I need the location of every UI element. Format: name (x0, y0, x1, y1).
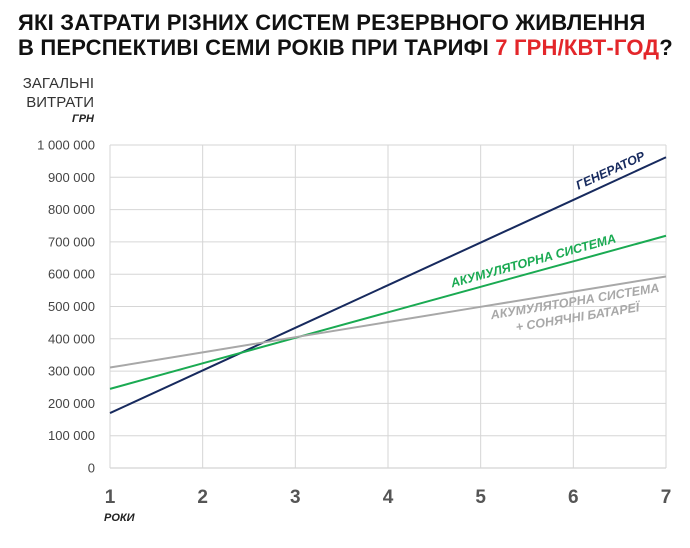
x-tick-label: 6 (568, 487, 579, 508)
series-line-2 (109, 234, 667, 390)
x-axis-unit: РОКИ (104, 512, 135, 524)
series-lines (109, 156, 667, 414)
y-tick-label: 1 000 000 (37, 138, 95, 153)
y-axis-label-line-2: ВИТРАТИ (26, 94, 94, 111)
title-line-1: ЯКІ ЗАТРАТИ РІЗНИХ СИСТЕМ РЕЗЕРВНОГО ЖИВ… (18, 10, 646, 35)
y-axis-label-line-1: ЗАГАЛЬНІ (22, 75, 94, 92)
series-line-3 (109, 275, 667, 369)
x-tick-label: 5 (475, 487, 486, 508)
title-line-2-prefix: В ПЕРСПЕКТИВІ СЕМИ РОКІВ ПРИ ТАРИФІ (18, 35, 496, 60)
y-tick-label: 400 000 (48, 331, 95, 346)
series-label-3: АКУМУЛЯТОРНА СИСТЕМА+ СОНЯЧНІ БАТАРЕЇ (489, 281, 661, 335)
y-tick-label: 200 000 (48, 396, 95, 411)
y-tick-label: 600 000 (48, 267, 95, 282)
x-tick-label: 3 (290, 487, 301, 508)
x-tick-label: 4 (383, 487, 394, 508)
axis-ticks: 0 100 000 200 000 300 000 400 000 500 000 600 … (37, 138, 671, 509)
title-tariff-highlight: 7 ГРН/КВТ-ГОД (495, 35, 660, 60)
series-label-2: АКУМУЛЯТОРНА СИСТЕМА (448, 231, 617, 290)
title-line-2-suffix: ? (659, 35, 673, 60)
y-axis-label: ЗАГАЛЬНІ ВИТРАТИ (18, 74, 94, 112)
y-tick-label: 500 000 (48, 299, 95, 314)
y-tick-label: 0 (88, 461, 95, 476)
y-tick-label: 100 000 (48, 428, 95, 443)
chart-title: ЯКІ ЗАТРАТИ РІЗНИХ СИСТЕМ РЕЗЕРВНОГО ЖИВ… (18, 10, 678, 60)
series-line-1 (109, 156, 667, 414)
x-tick-label: 2 (197, 487, 208, 508)
grid (109, 144, 667, 469)
title-line-2: В ПЕРСПЕКТИВІ СЕМИ РОКІВ ПРИ ТАРИФІ 7 ГР… (18, 35, 678, 60)
y-tick-label: 300 000 (48, 364, 95, 379)
x-tick-label: 1 (105, 487, 116, 508)
y-tick-label: 900 000 (48, 170, 95, 185)
y-tick-label: 800 000 (48, 202, 95, 217)
y-tick-label: 700 000 (48, 234, 95, 249)
series-label-text: АКУМУЛЯТОРНА СИСТЕМА (448, 231, 617, 290)
y-axis-unit: ГРН (71, 113, 94, 125)
x-tick-label: 7 (661, 487, 672, 508)
